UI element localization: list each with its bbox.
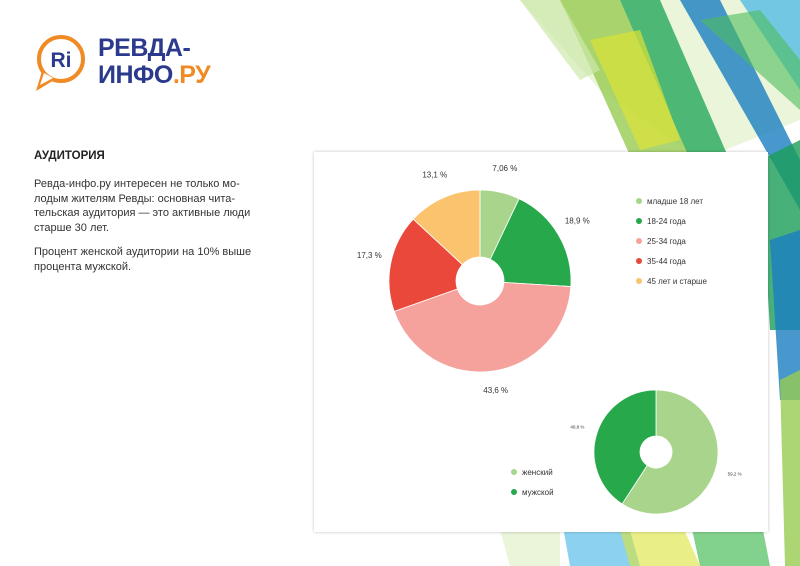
chart1-legend-marker-1	[636, 218, 642, 224]
chart1-legend-label-0: младше 18 лет	[647, 197, 703, 206]
chart2-slice-0	[621, 389, 719, 515]
chart2-data-label-0: 59,2 %	[728, 471, 742, 476]
chart1-data-label-1: 18,9 %	[565, 217, 590, 226]
chart2-slice-1	[593, 389, 657, 505]
chart2-legend-label-1: мужской	[522, 488, 554, 497]
chart1-legend-label-3: 35-44 года	[647, 257, 686, 266]
logo-name-2: ИНФО	[98, 61, 173, 89]
chart1-legend-label-2: 25-34 года	[647, 237, 686, 246]
charts-svg: 7,06 % 18,9 % 43,6 % 17,3 % 13,1 % младше 18 …	[357, 164, 742, 515]
chart1-slice-2	[393, 282, 572, 373]
chart1-legend-label-1: 18-24 года	[647, 217, 686, 226]
logo-wordmark: РЕВДА- ИНФО.РУ	[98, 34, 211, 89]
chart1-data-label-0: 7,06 %	[492, 164, 517, 173]
paragraph-audience-gender: Процент женской аудитории на 10% выше пр…	[34, 246, 252, 273]
chart-panel: 7,06 % 18,9 % 43,6 % 17,3 % 13,1 % младше 18 …	[314, 152, 768, 532]
logo: Ri	[34, 33, 94, 98]
chart2-legend-marker-1	[511, 489, 517, 495]
paragraph-audience-age: Ревда-инфо.ру интересен не только мо-лод…	[34, 178, 251, 234]
chart2-legend-marker-0	[511, 469, 517, 475]
chart1-legend-marker-3	[636, 258, 642, 264]
logo-mark: Ri	[51, 49, 72, 72]
chart1-data-label-4: 13,1 %	[422, 170, 447, 179]
chart1-legend-marker-4	[636, 278, 642, 284]
logo-name: РЕВДА-	[98, 34, 191, 62]
chart1-slice-3	[388, 218, 463, 312]
chart2-legend-label-0: женский	[522, 468, 553, 477]
chart1-slice-4	[412, 189, 481, 266]
chart1-slice-1	[489, 198, 572, 287]
chart1-data-label-2: 43,6 %	[483, 386, 508, 395]
chart1-data-label-3: 17,3 %	[357, 251, 382, 260]
section-heading: АУДИТОРИЯ	[34, 150, 105, 162]
chart1-legend-marker-0	[636, 198, 642, 204]
chart1-legend-marker-2	[636, 238, 642, 244]
logo-bubble-icon: Ri	[36, 35, 85, 91]
chart2-data-label-1: 40,8 %	[570, 425, 584, 430]
chart1-legend-label-4: 45 лет и старше	[647, 277, 707, 286]
logo-tld: .РУ	[172, 61, 211, 89]
